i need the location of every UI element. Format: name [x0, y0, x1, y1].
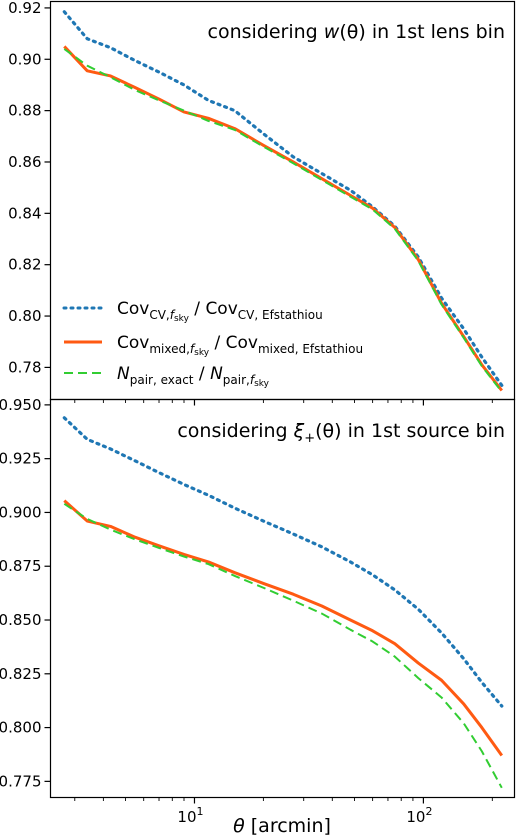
top-panel-series [62, 10, 504, 406]
y-tick-label: 0.950 [0, 396, 42, 414]
y-tick-label: 0.875 [0, 557, 42, 575]
legend-label-1: CovCV,fsky / CovCV, Efstathiou [117, 299, 323, 324]
top-panel-y-ticks: 0.78 0.80 0.82 0.84 0.86 0.88 0.90 0.92 [8, 0, 51, 376]
bottom-panel-series [62, 416, 504, 804]
y-tick-label: 0.80 [8, 307, 41, 325]
bottom-panel-y-ticks: 0.775 0.800 0.825 0.850 0.875 0.900 0.925 0.950 [0, 396, 51, 790]
y-tick-label: 0.88 [8, 102, 41, 120]
legend: CovCV,fsky / CovCV, Efstathiou Covmixed,… [62, 299, 363, 389]
y-tick-label: 0.775 [0, 772, 42, 790]
y-tick-label: 0.825 [0, 665, 42, 683]
top-panel-annotation: considering w(θ) in 1st lens bin [208, 21, 506, 43]
legend-label-2: Covmixed,fsky / Covmixed, Efstathiou [117, 333, 363, 358]
legend-entry-1: CovCV,fsky / CovCV, Efstathiou [62, 299, 323, 324]
legend-entry-3: Npair, exact / Npair,fsky [64, 364, 270, 389]
series-line-3 [63, 48, 503, 393]
bottom-panel-annotation: considering ξ+(θ) in 1st source bin [177, 420, 505, 446]
top-panel: 0.78 0.80 0.82 0.84 0.86 0.88 0.90 0.92 conside… [8, 0, 516, 406]
y-tick-label: 0.925 [0, 450, 42, 468]
x-axis-label: θ [arcmin] [233, 815, 331, 837]
series-line-2 [63, 499, 504, 757]
bottom-panel: 0.775 0.800 0.825 0.850 0.875 0.900 0.925 0.950… [0, 396, 516, 804]
y-tick-label: 0.800 [0, 719, 42, 737]
x-tick-label: 101 [177, 805, 203, 826]
y-tick-label: 0.84 [8, 204, 41, 222]
series-line-1 [62, 416, 504, 708]
y-tick-label: 0.86 [8, 153, 41, 171]
legend-label-3: Npair, exact / Npair,fsky [117, 364, 270, 389]
y-tick-label: 0.850 [0, 611, 42, 629]
y-tick-label: 0.900 [0, 503, 42, 521]
x-axis: 101 102 θ [arcmin] [177, 805, 432, 837]
series-line-1 [62, 10, 504, 387]
x-tick-label: 102 [406, 805, 432, 826]
series-line-3 [63, 503, 503, 789]
x-ticks: 101 102 [177, 805, 432, 826]
legend-entry-2: Covmixed,fsky / Covmixed, Efstathiou [64, 333, 363, 358]
bottom-panel-frame [49, 398, 516, 799]
y-tick-label: 0.90 [8, 50, 41, 68]
y-tick-label: 0.92 [8, 0, 41, 17]
y-tick-label: 0.82 [8, 256, 41, 274]
y-tick-label: 0.78 [8, 358, 41, 376]
